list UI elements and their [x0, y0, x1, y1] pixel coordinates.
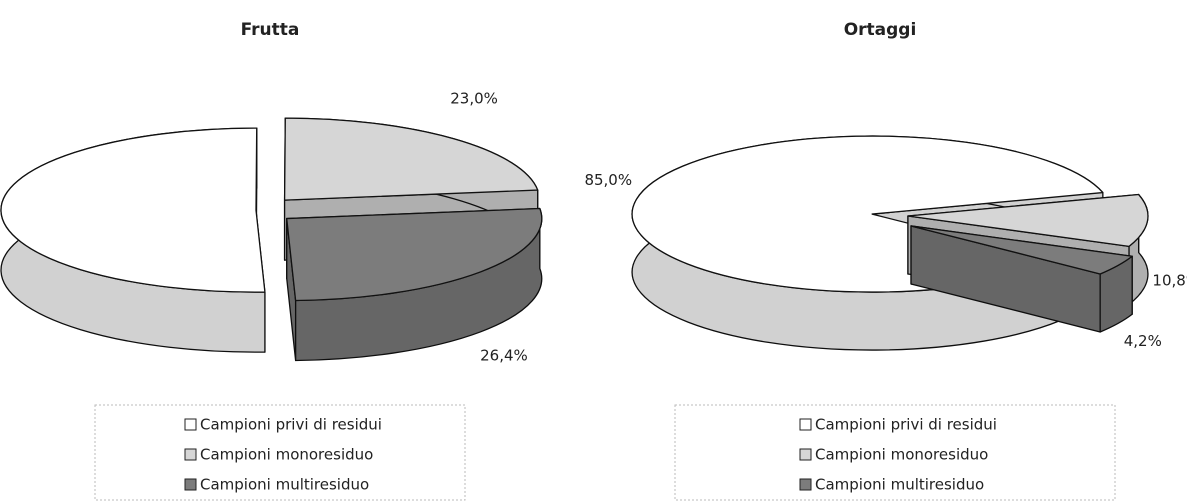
legend-swatch — [799, 418, 812, 431]
legend-label: Campioni multiresiduo — [200, 476, 369, 494]
data-label: 26,4% — [480, 347, 528, 365]
legend-label: Campioni monoresiduo — [815, 446, 988, 464]
slice — [910, 225, 1133, 275]
legend-box — [674, 404, 1116, 501]
legend-label: Campioni multiresiduo — [815, 476, 984, 494]
legend-swatch — [799, 448, 812, 461]
legend-label: Campioni privi di residui — [815, 416, 997, 434]
legend-label: Campioni monoresiduo — [200, 446, 373, 464]
legend-box — [94, 404, 466, 501]
slice — [283, 117, 539, 201]
legend-swatch — [184, 418, 197, 431]
legend-label: Campioni privi di residui — [200, 416, 382, 434]
chart-title: Frutta — [241, 20, 300, 40]
data-label: 23,0% — [450, 89, 498, 107]
slice — [907, 193, 1149, 247]
legend-swatch — [184, 478, 197, 491]
data-label: 85,0% — [584, 171, 632, 189]
legend-swatch — [799, 478, 812, 491]
data-label: 10,8% — [1152, 271, 1187, 289]
legend-swatch — [184, 448, 197, 461]
chart-title: Ortaggi — [844, 20, 917, 40]
slice — [0, 127, 266, 293]
data-label: 4,2% — [1124, 332, 1162, 350]
slice — [286, 207, 543, 302]
